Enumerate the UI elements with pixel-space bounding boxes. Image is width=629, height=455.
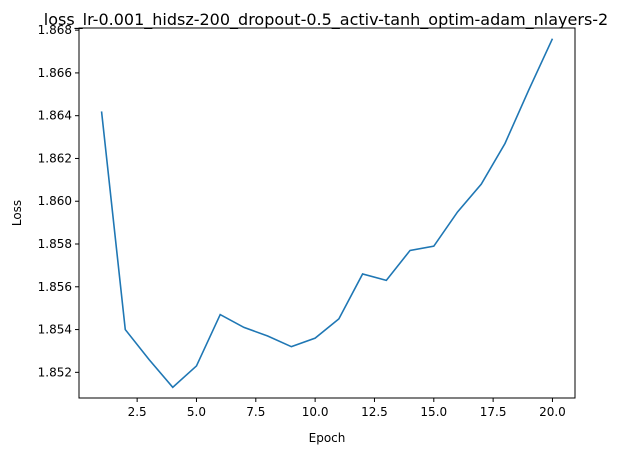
y-axis-ticks: 1.852 1.854 1.856 1.858 1.860 1.862 1.864 1.866… [38,23,79,379]
y-tick-label: 1.854 [38,323,72,337]
y-axis-label: Loss [10,200,24,226]
y-tick-label: 1.868 [38,23,72,37]
chart-title: loss_lr-0.001_hidsz-200_dropout-0.5_acti… [44,10,608,30]
x-axis-ticks: 2.5 5.0 7.5 10.0 12.5 15.0 17.5 20.0 [128,398,566,419]
y-tick-label: 1.866 [38,66,72,80]
y-tick-label: 1.856 [38,280,72,294]
plot-area [78,27,576,399]
y-tick-label: 1.860 [38,194,72,208]
x-tick-label: 5.0 [187,405,206,419]
x-tick-label: 17.5 [480,405,507,419]
loss-line [100,38,554,389]
y-tick-label: 1.858 [38,237,72,251]
x-tick-label: 10.0 [302,405,329,419]
x-tick-label: 20.0 [539,405,566,419]
y-tick-label: 1.864 [38,109,72,123]
x-tick-label: 7.5 [246,405,265,419]
x-tick-label: 2.5 [128,405,147,419]
axes-frame [78,27,576,399]
x-tick-label: 15.0 [420,405,447,419]
y-tick-label: 1.862 [38,151,72,165]
x-axis-label: Epoch [309,431,346,445]
y-tick-label: 1.852 [38,365,72,379]
x-tick-label: 12.5 [361,405,388,419]
